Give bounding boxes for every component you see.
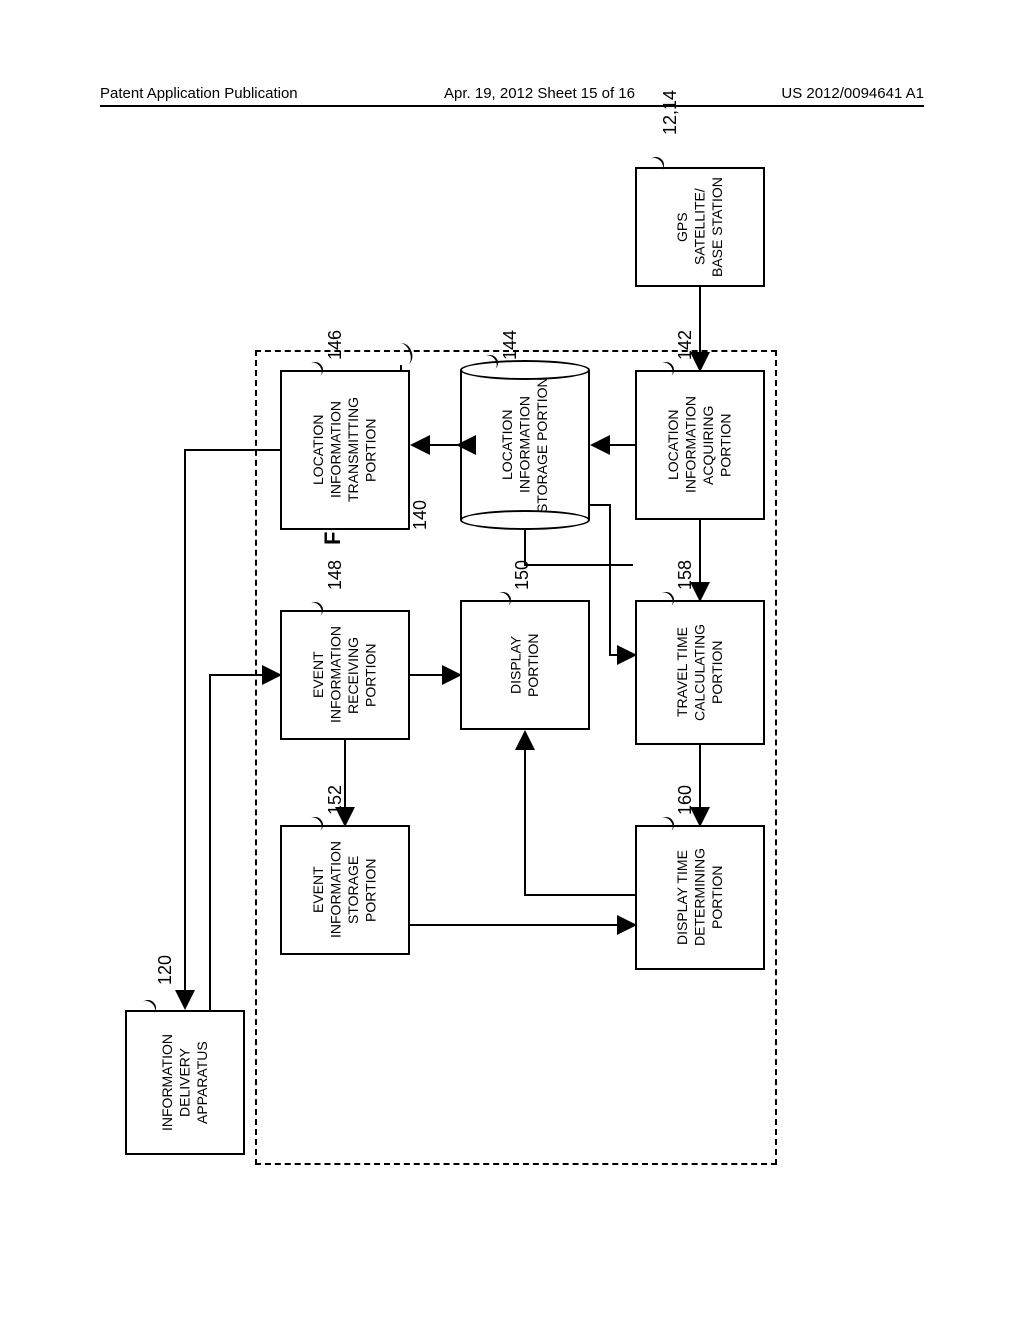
loc-store-cylinder: LOCATION INFORMATION STORAGE PORTION: [460, 370, 590, 520]
display-text: DISPLAY PORTION: [508, 606, 543, 724]
disp-time-ref: 160: [675, 785, 696, 815]
loc-tx-text: LOCATION INFORMATION TRANSMITTING PORTIO…: [310, 398, 380, 503]
info-delivery-text: INFORMATION DELIVERY APPARATUS: [159, 1034, 212, 1131]
header-rule: [100, 105, 924, 107]
evt-rx-text: EVENT INFORMATION RECEIVING PORTION: [310, 616, 380, 734]
evt-rx-block: EVENT INFORMATION RECEIVING PORTION: [280, 610, 410, 740]
loc-store-text: LOCATION INFORMATION STORAGE PORTION: [499, 377, 552, 513]
disp-time-block: DISPLAY TIME DETERMINING PORTION: [635, 825, 765, 970]
evt-store-text: EVENT INFORMATION STORAGE PORTION: [310, 831, 380, 949]
gps-text: GPS SATELLITE/ BASE STATION: [674, 173, 727, 281]
loc-tx-ref: 146: [325, 330, 346, 360]
gps-block: GPS SATELLITE/ BASE STATION: [635, 167, 765, 287]
loc-acq-block: LOCATION INFORMATION ACQUIRING PORTION: [635, 370, 765, 520]
info-delivery-ref: 120: [155, 955, 176, 985]
figure-15: FIG.15 GPS SATELLITE/ BASE STATION 12,14…: [100, 155, 900, 1205]
container-ref-140: 140: [410, 500, 431, 530]
loc-acq-text: LOCATION INFORMATION ACQUIRING PORTION: [665, 376, 735, 514]
display-ref: 150: [512, 560, 533, 590]
header-right: US 2012/0094641 A1: [781, 85, 924, 102]
display-block: DISPLAY PORTION: [460, 600, 590, 730]
header-left: Patent Application Publication: [100, 85, 298, 102]
evt-rx-ref: 148: [325, 560, 346, 590]
travel-ref: 158: [675, 560, 696, 590]
info-delivery-block: INFORMATION DELIVERY APPARATUS: [125, 1010, 245, 1155]
header-center: Apr. 19, 2012 Sheet 15 of 16: [444, 85, 635, 102]
travel-text: TRAVEL TIME CALCULATING PORTION: [674, 624, 727, 721]
loc-tx-block: LOCATION INFORMATION TRANSMITTING PORTIO…: [280, 370, 410, 530]
loc-store-ref: 144: [500, 330, 521, 360]
disp-time-text: DISPLAY TIME DETERMINING PORTION: [674, 849, 727, 947]
travel-block: TRAVEL TIME CALCULATING PORTION: [635, 600, 765, 745]
gps-ref: 12,14: [660, 90, 681, 135]
loc-acq-ref: 142: [675, 330, 696, 360]
evt-store-block: EVENT INFORMATION STORAGE PORTION: [280, 825, 410, 955]
evt-store-ref: 152: [325, 785, 346, 815]
